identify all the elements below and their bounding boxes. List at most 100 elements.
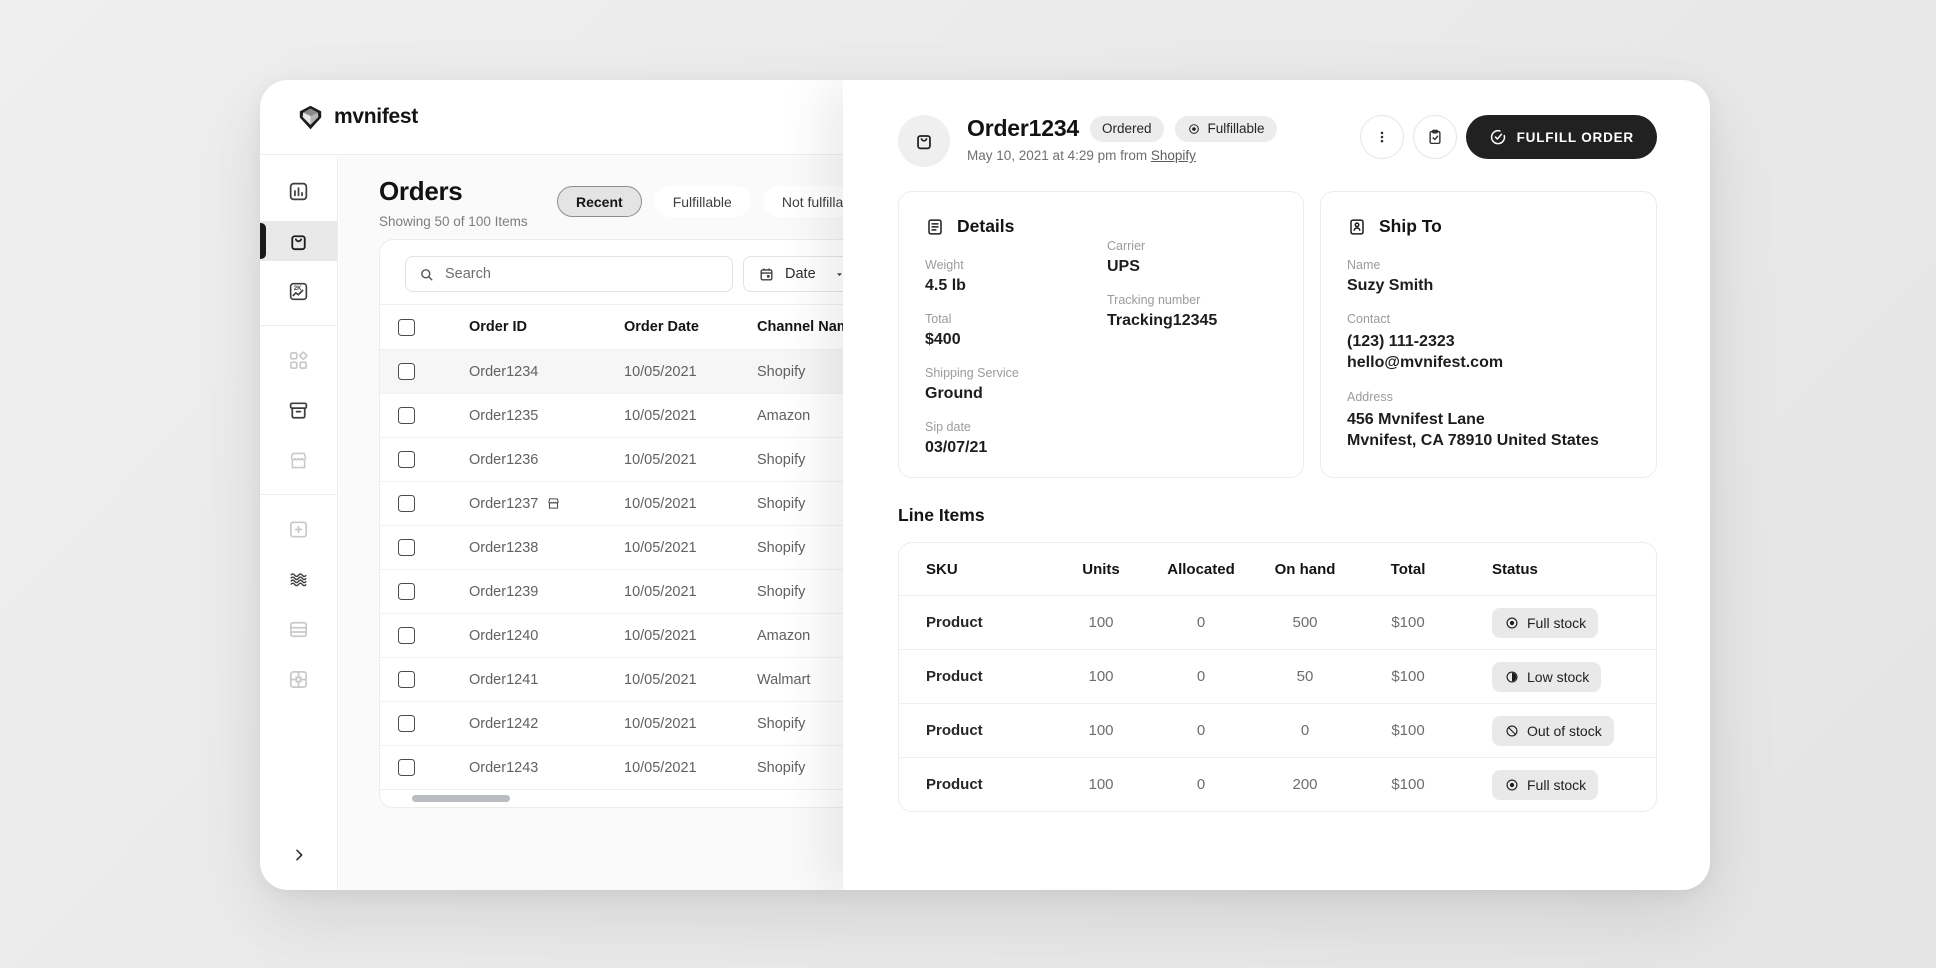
sidebar-divider bbox=[260, 325, 337, 326]
check-circle-icon bbox=[1490, 129, 1505, 145]
table-row[interactable]: Order1240 10/05/2021 Amazon bbox=[380, 614, 938, 658]
source-channel-link[interactable]: Shopify bbox=[1150, 148, 1196, 163]
app-window: mvnifest 2K bbox=[260, 80, 1710, 890]
order-date: 10/05/2021 bbox=[624, 451, 697, 468]
table-row[interactable]: Order1241 10/05/2021 Walmart bbox=[380, 658, 938, 702]
total-value: $100 bbox=[1391, 776, 1425, 793]
order-id: Order1236 bbox=[469, 451, 539, 468]
filter-pill-label: Fulfillable bbox=[672, 193, 732, 210]
table-row[interactable]: Order1243 10/05/2021 Shopify bbox=[380, 746, 938, 790]
fulfill-order-button[interactable]: FULFILL ORDER bbox=[1465, 115, 1657, 159]
select-all-checkbox[interactable] bbox=[398, 318, 415, 336]
row-checkbox[interactable] bbox=[398, 583, 415, 600]
address-line1: 456 Mvnifest Lane bbox=[1347, 411, 1485, 428]
line-items-table: SKU Units Allocated On hand Total Status… bbox=[898, 542, 1657, 812]
table-row[interactable]: Order1235 10/05/2021 Amazon bbox=[380, 394, 938, 438]
on-hand-value: 0 bbox=[1300, 722, 1310, 739]
sidebar-item-media[interactable] bbox=[260, 509, 337, 549]
sidebar-item-storefront[interactable] bbox=[260, 440, 337, 480]
table-row[interactable]: Order1242 10/05/2021 Shopify bbox=[380, 702, 938, 746]
app-header: mvnifest bbox=[260, 80, 843, 155]
sidebar-item-integrations[interactable] bbox=[260, 659, 337, 699]
channel-name: Shopify bbox=[757, 495, 806, 512]
filter-pill[interactable]: Recent bbox=[557, 186, 642, 217]
kebab-menu-icon bbox=[1380, 131, 1383, 143]
row-checkbox[interactable] bbox=[398, 495, 415, 512]
out-of-stock-icon bbox=[1506, 724, 1518, 737]
order-avatar bbox=[898, 115, 950, 167]
table-row[interactable]: Order1238 10/05/2021 Shopify bbox=[380, 526, 938, 570]
sidebar-item-inventory[interactable] bbox=[260, 390, 337, 430]
row-checkbox[interactable] bbox=[398, 759, 415, 776]
storefront-icon bbox=[548, 498, 559, 509]
line-items-title: Line Items bbox=[898, 505, 985, 525]
low-stock-icon bbox=[1506, 670, 1518, 683]
table-row[interactable]: Order1239 10/05/2021 Shopify bbox=[380, 570, 938, 614]
row-checkbox[interactable] bbox=[398, 539, 415, 556]
column-header-total: Total bbox=[1390, 560, 1426, 578]
puzzle-grid-icon bbox=[289, 670, 308, 688]
allocated-value: 0 bbox=[1196, 614, 1206, 631]
caret-down-icon bbox=[836, 272, 842, 276]
sidebar-item-analytics[interactable] bbox=[260, 171, 337, 211]
sidebar-item-orders[interactable] bbox=[260, 221, 337, 261]
sidebar-item-flows[interactable] bbox=[260, 559, 337, 599]
search-input[interactable] bbox=[445, 266, 720, 282]
filter-pill[interactable]: Fulfillable bbox=[653, 186, 751, 217]
channel-name: Shopify bbox=[757, 583, 806, 600]
more-options-button[interactable] bbox=[1359, 115, 1404, 159]
ship-to-contact-field: Contact (123) 111-2323 hello@mvnifest.com bbox=[1347, 312, 1630, 373]
brand-logo[interactable]: mvnifest bbox=[297, 104, 418, 131]
row-checkbox[interactable] bbox=[398, 627, 415, 644]
ship-to-card: Ship To Name Suzy Smith Contact (123) 11… bbox=[1320, 191, 1657, 478]
filter-pill-label: Not fulfillable bbox=[781, 193, 862, 210]
address-line2: Mvnifest, CA 78910 United States bbox=[1347, 432, 1599, 449]
on-hand-value: 200 bbox=[1292, 776, 1318, 793]
column-header-order-id: Order ID bbox=[469, 319, 528, 335]
order-date: 10/05/2021 bbox=[624, 363, 697, 380]
calendar-icon bbox=[760, 267, 773, 280]
sku-value: Product bbox=[926, 776, 983, 793]
email-value: hello@mvnifest.com bbox=[1347, 354, 1504, 371]
sidebar-item-lists[interactable] bbox=[260, 609, 337, 649]
status-badge-label: Fulfillable bbox=[1207, 121, 1265, 136]
row-checkbox[interactable] bbox=[398, 363, 415, 380]
order-id: Order1238 bbox=[469, 539, 539, 556]
date-filter-label: Date bbox=[785, 266, 816, 282]
copy-manifest-button[interactable] bbox=[1412, 115, 1457, 159]
clipboard-check-icon bbox=[1429, 129, 1441, 145]
field-label: Shipping Service bbox=[925, 366, 1019, 380]
stock-status-badge: Full stock bbox=[1492, 607, 1599, 638]
detail-field: Weight 4.5 lb bbox=[925, 258, 1081, 295]
order-date: 10/05/2021 bbox=[624, 495, 697, 512]
chevron-right-icon bbox=[296, 849, 303, 861]
row-checkbox[interactable] bbox=[398, 407, 415, 424]
allocated-value: 0 bbox=[1196, 776, 1206, 793]
filter-pill-label: Recent bbox=[576, 193, 623, 210]
channel-name: Amazon bbox=[757, 627, 811, 644]
table-row[interactable]: Order1237 10/05/2021 Shopify bbox=[380, 482, 938, 526]
field-label: Weight bbox=[925, 258, 964, 272]
order-date: 10/05/2021 bbox=[624, 627, 697, 644]
sidebar-item-reports[interactable]: 2K bbox=[260, 271, 337, 311]
column-header-channel: Channel Name bbox=[757, 319, 858, 335]
table-row[interactable]: Order1236 10/05/2021 Shopify bbox=[380, 438, 938, 482]
sidebar-expand-button[interactable] bbox=[260, 838, 338, 872]
sidebar-item-apps[interactable] bbox=[260, 340, 337, 380]
field-value: UPS bbox=[1107, 258, 1140, 275]
field-value: 03/07/21 bbox=[925, 439, 988, 456]
row-checkbox[interactable] bbox=[398, 451, 415, 468]
orders-table-header: Order ID Order Date Channel Name bbox=[380, 304, 938, 350]
field-label: Total bbox=[925, 312, 952, 326]
channel-name: Shopify bbox=[757, 363, 806, 380]
row-checkbox[interactable] bbox=[398, 671, 415, 688]
allocated-value: 0 bbox=[1196, 722, 1206, 739]
row-checkbox[interactable] bbox=[398, 715, 415, 732]
stock-status-badge: Low stock bbox=[1492, 661, 1602, 692]
search-box bbox=[405, 256, 733, 292]
on-hand-value: 500 bbox=[1292, 614, 1318, 631]
order-date: 10/05/2021 bbox=[624, 583, 697, 600]
order-placed-text: May 10, 2021 at 4:29 pm from Shopify bbox=[967, 148, 1277, 163]
horizontal-scrollbar-thumb[interactable] bbox=[412, 795, 510, 802]
order-id: Order1234 bbox=[469, 363, 539, 380]
